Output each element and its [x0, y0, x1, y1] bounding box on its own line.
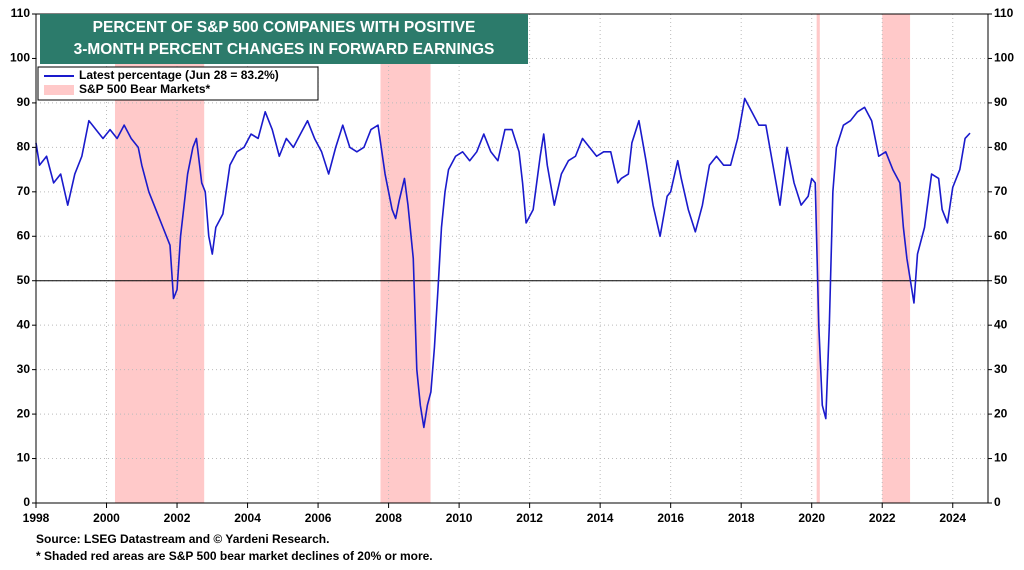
legend-box: [37, 66, 319, 101]
line-layer: [35, 97, 988, 429]
y2-tick-label: 100: [994, 51, 1014, 65]
y2-tick-label: 0: [994, 495, 1001, 509]
x-tick-label: 2016: [657, 511, 684, 525]
x-tick-label: 2000: [93, 511, 120, 525]
bear-market: [882, 14, 911, 503]
y2-tick-label: 70: [994, 184, 1008, 198]
y2-tick-label: 10: [994, 451, 1008, 465]
y-tick-label: 60: [17, 228, 31, 242]
x-tick-label: 2010: [446, 511, 473, 525]
y-tick-label: 110: [11, 6, 31, 20]
x-tick-label: 1998: [23, 511, 50, 525]
y2-tick-label: 50: [994, 273, 1008, 287]
y2-tick-label: 90: [994, 95, 1008, 109]
bear-market: [816, 14, 820, 503]
y-tick-label: 100: [10, 51, 30, 65]
title-box: [40, 14, 528, 64]
x-tick-label: 2020: [798, 511, 825, 525]
y-tick-label: 70: [17, 184, 31, 198]
chart-title: PERCENT OF S&P 500 COMPANIES WITH POSITI…: [93, 19, 476, 36]
y2-tick-label: 80: [994, 140, 1008, 154]
x-tick-label: 2014: [587, 511, 614, 525]
y-tick-label: 90: [17, 95, 31, 109]
source-note: Source: LSEG Datastream and © Yardeni Re…: [36, 532, 329, 546]
data-line: [35, 97, 971, 429]
y-tick-label: 50: [17, 273, 31, 287]
chart-subtitle: 3-MONTH PERCENT CHANGES IN FORWARD EARNI…: [74, 41, 495, 58]
x-tick-label: 2008: [375, 511, 402, 525]
y-tick-label: 80: [17, 140, 31, 154]
legend-swatch: [44, 85, 74, 95]
legend-label: S&P 500 Bear Markets*: [79, 82, 211, 96]
x-tick-label: 2006: [305, 511, 332, 525]
x-tick-label: 2012: [516, 511, 543, 525]
y2-tick-label: 40: [994, 317, 1008, 331]
x-tick-label: 2018: [728, 511, 755, 525]
x-tick-label: 2002: [164, 511, 191, 525]
footnote: * Shaded red areas are S&P 500 bear mark…: [36, 549, 433, 563]
y-tick-label: 0: [23, 495, 30, 509]
y-tick-label: 20: [17, 406, 31, 420]
bear-market: [380, 14, 431, 503]
y2-tick-label: 20: [994, 406, 1008, 420]
y2-tick-label: 110: [994, 6, 1014, 20]
y-tick-label: 10: [17, 451, 31, 465]
y-tick-label: 40: [17, 317, 31, 331]
y2-tick-label: 60: [994, 228, 1008, 242]
x-tick-label: 2022: [869, 511, 896, 525]
legend-label: Latest percentage (Jun 28 = 83.2%): [79, 68, 279, 82]
y2-tick-label: 30: [994, 362, 1008, 376]
x-tick-label: 2024: [939, 511, 966, 525]
y-tick-label: 30: [17, 362, 31, 376]
x-tick-label: 2004: [234, 511, 261, 525]
